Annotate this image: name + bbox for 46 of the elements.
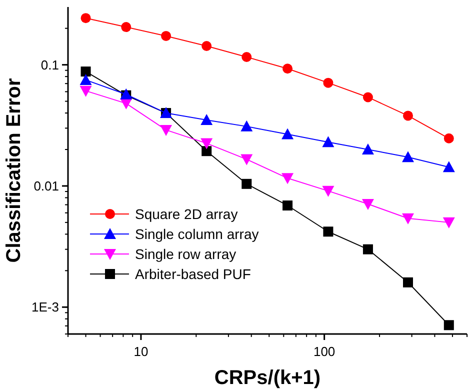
point — [362, 92, 373, 102]
legend-label: Square 2D array — [135, 206, 238, 222]
x-axis-title: CRPs/(k+1) — [214, 367, 321, 389]
point — [80, 66, 91, 77]
point — [323, 78, 334, 88]
point — [160, 124, 172, 136]
point — [240, 120, 253, 132]
point — [444, 320, 454, 330]
legend-label: Single row array — [135, 246, 236, 262]
point — [362, 143, 374, 154]
point — [403, 110, 413, 121]
y-tick-label: 0.01 — [34, 178, 59, 194]
point — [80, 74, 92, 85]
x-tick-label: 100 — [313, 344, 336, 359]
point — [442, 217, 455, 228]
point — [282, 64, 293, 74]
point — [402, 213, 414, 224]
y-tick-label: 0.1 — [40, 57, 59, 72]
point — [362, 198, 374, 210]
point — [202, 40, 212, 51]
point — [282, 128, 294, 140]
point — [121, 22, 132, 32]
point — [202, 146, 212, 156]
point — [200, 138, 213, 150]
point — [444, 133, 454, 144]
point — [362, 244, 373, 254]
point — [200, 114, 213, 126]
point — [323, 226, 334, 237]
point — [282, 200, 293, 210]
point — [80, 13, 91, 24]
y-axis-title: Classification Error — [3, 78, 25, 263]
point — [402, 151, 414, 162]
point — [403, 277, 413, 288]
point — [80, 86, 92, 97]
x-tick-label: 10 — [134, 344, 148, 359]
point — [442, 161, 455, 172]
point — [161, 30, 172, 41]
point — [282, 173, 294, 184]
point — [322, 136, 334, 148]
point — [242, 52, 252, 62]
legend-label: Single column array — [135, 226, 259, 242]
legend-label: Arbiter-based PUF — [135, 266, 251, 282]
point — [240, 154, 253, 166]
point — [242, 178, 252, 189]
y-tick-label: 1E-3 — [32, 300, 59, 315]
point — [322, 186, 334, 197]
